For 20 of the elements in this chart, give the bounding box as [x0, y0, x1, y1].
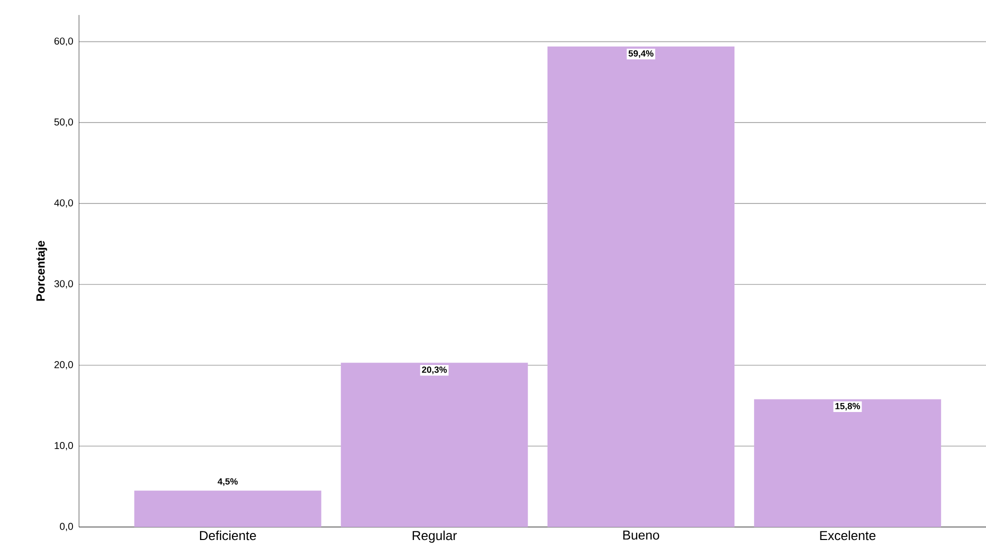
data-label: 59,4% — [628, 50, 654, 58]
x-tick-label: Excelente — [820, 530, 876, 540]
data-label: 15,8% — [835, 402, 860, 411]
y-tick-label: 60,0 — [54, 38, 73, 46]
x-tick-label: Regular — [412, 530, 457, 543]
y-tick-label: 20,0 — [54, 361, 73, 370]
x-tick-label: Bueno — [623, 530, 660, 540]
bar — [547, 46, 734, 527]
y-tick-label: 40,0 — [54, 199, 73, 208]
y-tick-label: 10,0 — [54, 442, 73, 450]
x-tick-label: Deficiente — [200, 530, 256, 540]
bar — [134, 490, 322, 527]
bar — [340, 362, 528, 527]
y-axis-title: Porcentaje — [36, 240, 48, 301]
y-tick-label: 0,0 — [60, 522, 73, 532]
y-tick-label: 30,0 — [54, 280, 73, 288]
data-label: 20,3% — [422, 366, 447, 374]
data-label: 4,5% — [218, 478, 238, 486]
bar — [754, 399, 942, 527]
y-tick-label: 50,0 — [54, 118, 73, 127]
